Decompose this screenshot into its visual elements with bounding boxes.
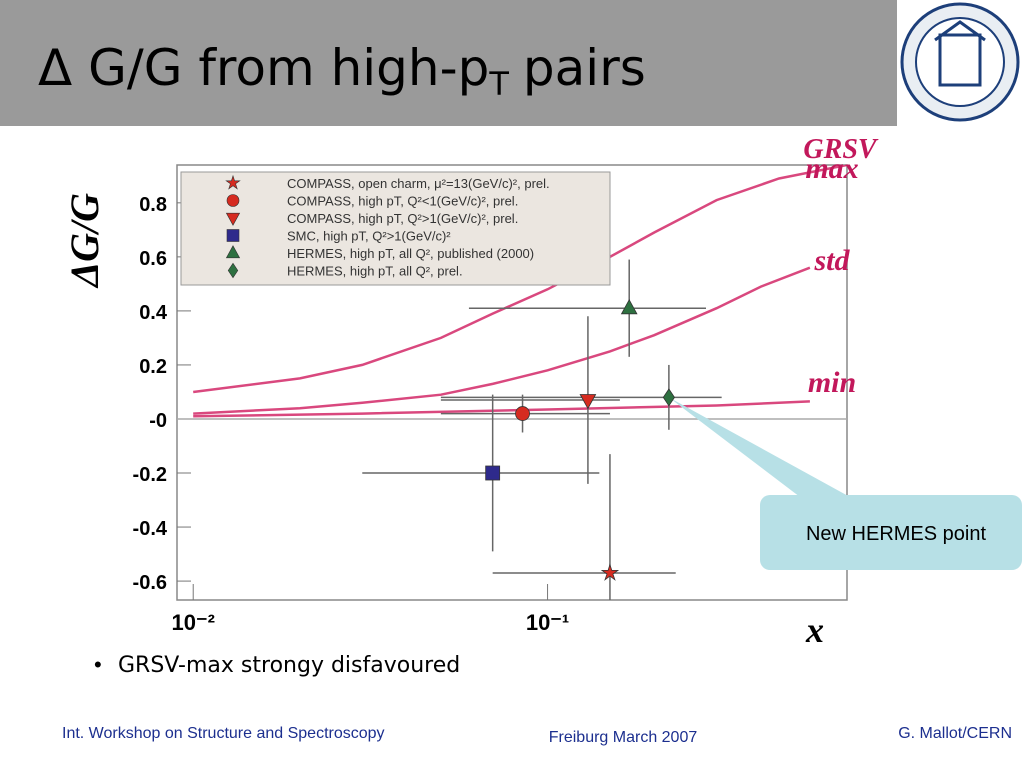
data-point [579,394,597,410]
legend-marker [227,262,239,279]
title-end: pairs [523,39,646,97]
y-tick-label: 0.8 [139,194,167,216]
legend-marker [225,212,241,226]
legend-label: SMC, high pT, Q²>1(GeV/c)² [287,229,451,244]
curve-label: max [805,152,858,185]
callout-text: New HERMES point [806,523,987,545]
y-tick-label: 0.4 [139,302,168,324]
footer-center: Freiburg March 2007 [549,729,698,746]
data-point [515,406,530,421]
legend-label: COMPASS, high pT, Q²<1(GeV/c)², prel. [287,194,518,209]
data-point [485,465,501,481]
callout-pointer [668,397,850,497]
title-subscript: T [488,65,509,103]
title-main: Δ G/G from high-p [38,39,489,97]
grsv-curve [193,266,811,415]
footer-right: G. Mallot/CERN [898,725,1012,742]
legend-label: COMPASS, high pT, Q²>1(GeV/c)², prel. [287,211,518,226]
grsv-curve [193,165,847,394]
legend-label: COMPASS, open charm, μ²=13(GeV/c)², prel… [287,176,550,191]
legend-label: HERMES, high pT, all Q², prel. [287,264,463,279]
logo [897,0,1024,126]
legend-marker [225,174,241,190]
x-axis-label: x [805,610,824,650]
grsv-curve [193,400,810,418]
header-bar [0,0,897,126]
legend-label: HERMES, high pT, all Q², published (2000… [287,246,534,261]
y-tick-label: 0.6 [139,248,167,270]
callout-box [760,495,1022,570]
y-tick-label: -0.4 [133,518,168,540]
y-tick-label: 0.2 [139,356,167,378]
curve-label: std [813,244,850,277]
y-axis-label: ΔG/G [62,193,107,289]
data-point [600,563,620,581]
bullet-marker: • [94,652,102,677]
y-tick-label: -0.6 [133,572,167,594]
legend-marker [226,194,240,207]
bullet: GRSV-max strongy disfavoured [118,653,460,678]
legend-box [180,171,611,286]
footer-left: Int. Workshop on Structure and Spectrosc… [62,725,385,742]
legend-marker [226,229,240,242]
x-tick-label: 10⁻¹ [526,610,569,635]
curves-label: GRSV [803,134,878,165]
data-point [620,298,638,315]
legend-marker [225,245,241,259]
curve-label: min [808,366,856,399]
y-tick-label: -0.2 [133,464,167,486]
x-tick-label: 10⁻² [172,610,215,635]
data-point [662,388,675,407]
slide-title: Δ G/G from high-pT pairs [38,39,646,103]
y-tick-label: -0 [149,410,167,432]
